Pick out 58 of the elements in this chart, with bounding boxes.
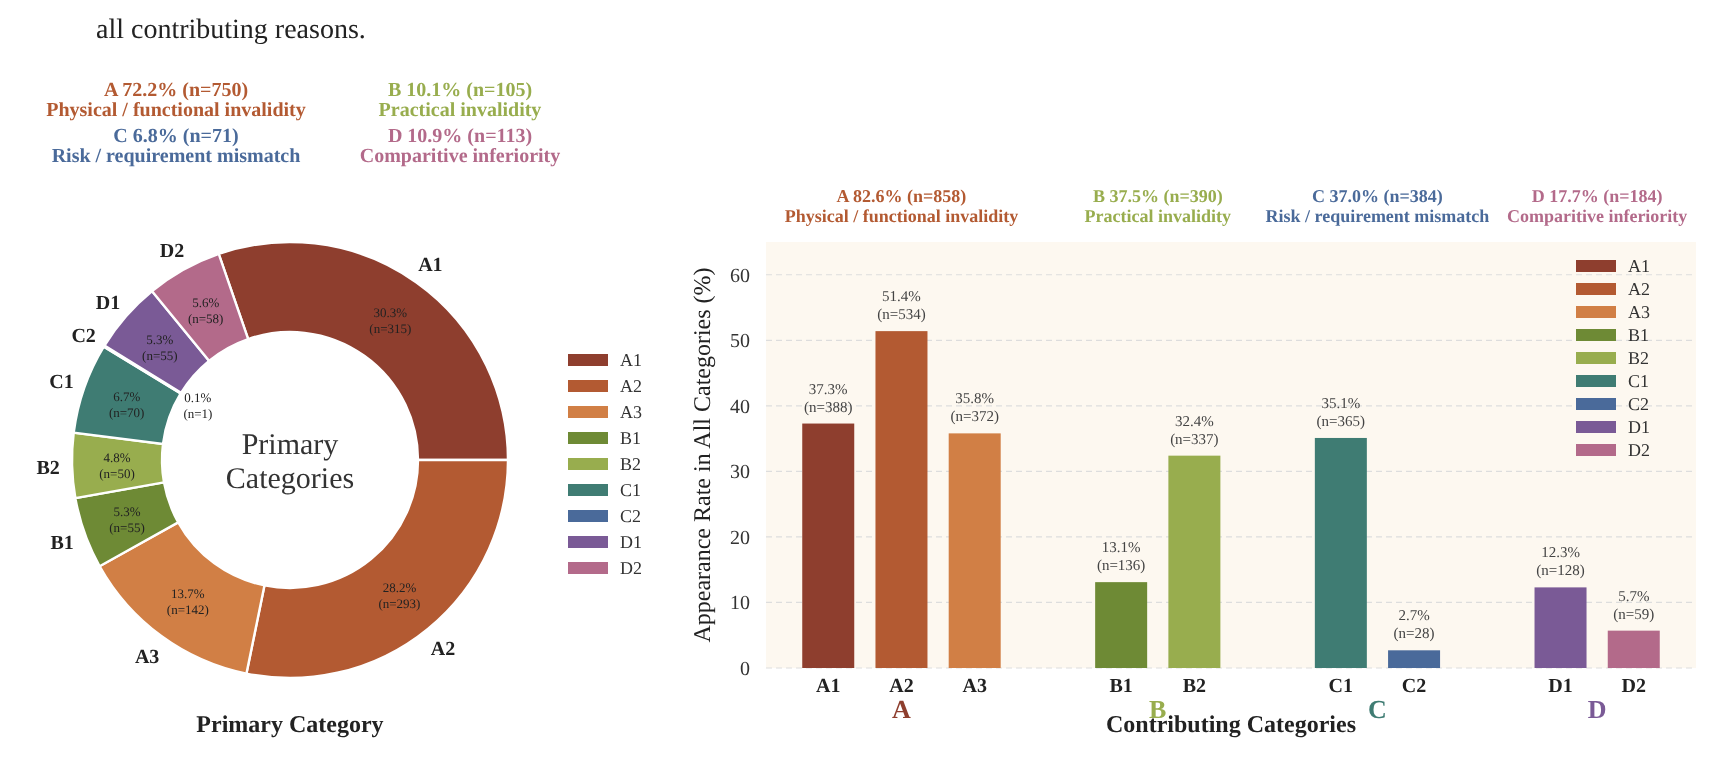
legend-label: D2 xyxy=(620,558,642,578)
slice-label: D2 xyxy=(159,240,185,263)
text: D 17.7% (n=184) Comparitive inferiority xyxy=(1506,186,1689,226)
text: all contributing reasons. xyxy=(96,16,366,46)
legend-label: D2 xyxy=(1628,440,1650,460)
legend-label: C2 xyxy=(1628,394,1650,414)
legend-label: A2 xyxy=(620,376,642,396)
legend-label: A1 xyxy=(1628,256,1650,276)
x-tick-label: A2 xyxy=(889,676,914,698)
y-tick-label: 0 xyxy=(740,659,750,681)
legend-label: D1 xyxy=(1628,417,1650,437)
x-tick-label: D1 xyxy=(1548,676,1573,698)
legend-label: C2 xyxy=(620,506,642,526)
y-tick-label: 10 xyxy=(730,593,750,616)
text: D xyxy=(1587,694,1607,724)
slice-label: A2 xyxy=(430,639,456,662)
x-tick-label: D2 xyxy=(1621,676,1646,698)
x-tick-label: B2 xyxy=(1182,676,1207,698)
legend-label: A3 xyxy=(620,402,643,422)
legend-label: C1 xyxy=(1628,371,1650,391)
text: A 82.6% (n=858) Physical / functional invalidity xyxy=(784,186,1020,226)
x-tick-label: C1 xyxy=(1328,676,1354,698)
legend-label: B1 xyxy=(1628,325,1650,345)
y-tick-label: 40 xyxy=(730,396,750,419)
legend-label: A2 xyxy=(1628,279,1650,299)
legend-label: C1 xyxy=(620,480,642,500)
legend-label: B2 xyxy=(1628,348,1650,368)
slice-label: A3 xyxy=(134,647,160,670)
legend-label: A1 xyxy=(620,350,642,370)
legend-label: A3 xyxy=(1628,302,1651,322)
y-tick-label: 60 xyxy=(730,265,750,288)
text: D 10.9% (n=113) Comparitive inferiority xyxy=(359,126,561,168)
text: A xyxy=(892,694,913,724)
y-axis-title: Appearance Rate in All Categories (%) xyxy=(688,267,716,643)
slice-label: B2 xyxy=(36,458,60,481)
slice-label: C1 xyxy=(49,372,74,395)
text: B 10.1% (n=105) Practical invalidity xyxy=(378,80,542,122)
text: Primary Category xyxy=(196,710,384,738)
legend-label: D1 xyxy=(620,532,642,552)
text: B 37.5% (n=390) Practical invalidity xyxy=(1084,186,1232,226)
slice-label: A1 xyxy=(418,254,443,277)
slice-label: D1 xyxy=(95,292,121,315)
text: A 72.2% (n=750) Physical / functional invalidity xyxy=(46,80,306,122)
text: Primary Categories xyxy=(225,430,355,496)
text: C xyxy=(1368,694,1387,724)
x-tick-label: A1 xyxy=(816,676,841,698)
legend-label: B1 xyxy=(620,428,642,448)
x-tick-label: C2 xyxy=(1401,676,1427,698)
text: C 37.0% (n=384) Risk / requirement mismatch xyxy=(1265,186,1490,226)
slice-label: B1 xyxy=(50,533,74,556)
text: C 6.8% (n=71) Risk / requirement mismatch xyxy=(51,126,302,168)
y-tick-label: 20 xyxy=(730,527,750,550)
y-tick-label: 50 xyxy=(730,331,750,354)
y-tick-label: 30 xyxy=(730,462,750,485)
x-tick-label: A3 xyxy=(962,676,987,698)
x-tick-label: B1 xyxy=(1109,676,1133,698)
slice-label: C2 xyxy=(71,325,96,348)
legend-label: B2 xyxy=(620,454,642,474)
